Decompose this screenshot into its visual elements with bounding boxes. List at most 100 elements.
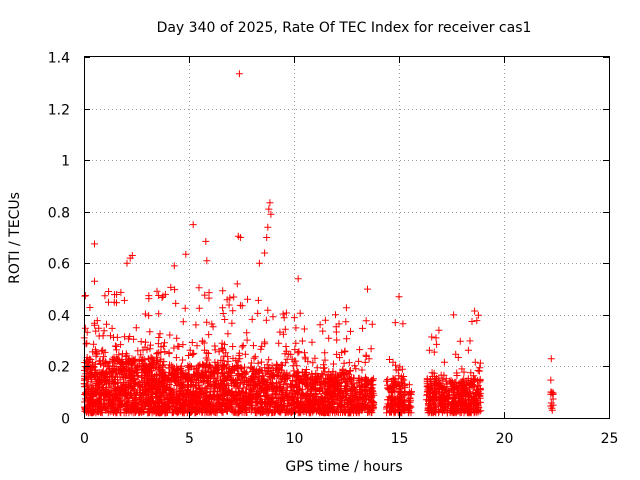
data-point xyxy=(247,385,254,393)
data-point xyxy=(119,373,127,381)
data-point xyxy=(109,398,117,406)
data-point xyxy=(131,356,139,364)
data-point xyxy=(219,385,226,393)
data-point xyxy=(362,317,370,325)
data-point xyxy=(200,339,208,347)
data-point xyxy=(203,385,211,393)
data-point xyxy=(444,387,452,395)
data-point xyxy=(455,387,463,395)
data-point xyxy=(445,391,453,399)
data-point xyxy=(220,399,228,407)
data-point xyxy=(293,362,301,370)
data-point xyxy=(177,386,185,394)
y-tick-label: 0.8 xyxy=(48,206,70,222)
data-point xyxy=(341,368,349,376)
data-point xyxy=(391,381,399,389)
data-point xyxy=(269,313,277,321)
data-point xyxy=(228,388,235,396)
data-point xyxy=(203,360,210,368)
data-point xyxy=(236,379,244,387)
data-point xyxy=(352,365,360,373)
data-point xyxy=(207,392,215,400)
data-point xyxy=(185,400,193,408)
data-point xyxy=(473,317,481,325)
data-point xyxy=(428,369,436,377)
data-point xyxy=(91,240,98,248)
data-point xyxy=(457,409,465,416)
data-point xyxy=(364,408,372,416)
data-point xyxy=(110,356,118,364)
x-axis-title: GPS time / hours xyxy=(285,459,402,475)
data-point xyxy=(117,288,125,296)
data-point xyxy=(128,408,136,416)
data-point xyxy=(184,407,192,415)
data-point xyxy=(258,397,266,405)
data-point xyxy=(294,400,302,407)
data-point xyxy=(158,374,166,382)
data-point xyxy=(345,359,353,367)
data-point xyxy=(179,341,187,349)
data-point xyxy=(220,372,228,380)
data-point xyxy=(438,401,445,409)
data-point xyxy=(187,406,195,414)
data-point xyxy=(206,362,214,370)
data-point xyxy=(233,280,241,288)
data-point xyxy=(424,404,432,412)
data-point xyxy=(356,405,364,413)
data-point xyxy=(430,401,438,409)
data-point xyxy=(118,358,126,366)
data-point xyxy=(338,349,346,357)
data-point xyxy=(335,383,343,390)
data-point xyxy=(268,387,276,395)
data-point xyxy=(369,376,377,384)
data-point xyxy=(95,324,103,332)
data-point xyxy=(247,363,255,371)
data-point xyxy=(291,377,299,384)
data-point xyxy=(342,318,350,326)
data-point xyxy=(161,339,168,347)
data-point xyxy=(172,399,180,407)
data-point xyxy=(309,359,317,367)
y-tick-label: 0.6 xyxy=(48,257,70,273)
data-point xyxy=(197,397,205,405)
data-point xyxy=(474,382,482,390)
data-point xyxy=(165,364,173,372)
data-point xyxy=(189,221,197,229)
data-point xyxy=(153,287,161,295)
data-point xyxy=(263,361,271,369)
data-point xyxy=(358,366,366,374)
data-point xyxy=(267,368,275,376)
data-point xyxy=(128,391,135,399)
data-points xyxy=(80,70,557,417)
data-point xyxy=(454,407,462,415)
y-axis-title: ROTI / TECUs xyxy=(7,192,23,284)
data-point xyxy=(165,371,173,379)
data-point xyxy=(473,397,480,405)
data-point xyxy=(476,398,484,406)
data-point xyxy=(548,388,556,396)
data-point xyxy=(132,324,140,332)
data-point xyxy=(432,409,440,417)
data-point xyxy=(179,401,187,409)
data-point xyxy=(96,368,104,376)
data-point xyxy=(190,349,198,357)
data-point xyxy=(112,366,120,374)
data-point xyxy=(251,353,259,361)
data-point xyxy=(100,353,107,361)
data-point xyxy=(229,307,237,315)
data-point xyxy=(331,407,339,415)
data-point xyxy=(362,352,370,360)
data-point xyxy=(433,395,440,403)
data-point xyxy=(147,341,154,349)
data-point xyxy=(361,358,369,366)
y-tick-label: 0.4 xyxy=(48,309,70,325)
data-point xyxy=(428,333,436,341)
data-point xyxy=(171,286,179,294)
x-tick-label: 5 xyxy=(185,431,194,447)
data-point xyxy=(268,409,276,417)
data-point xyxy=(134,347,142,355)
data-point xyxy=(292,357,300,365)
data-point xyxy=(258,408,266,416)
data-point xyxy=(283,347,291,355)
data-point xyxy=(118,361,126,368)
